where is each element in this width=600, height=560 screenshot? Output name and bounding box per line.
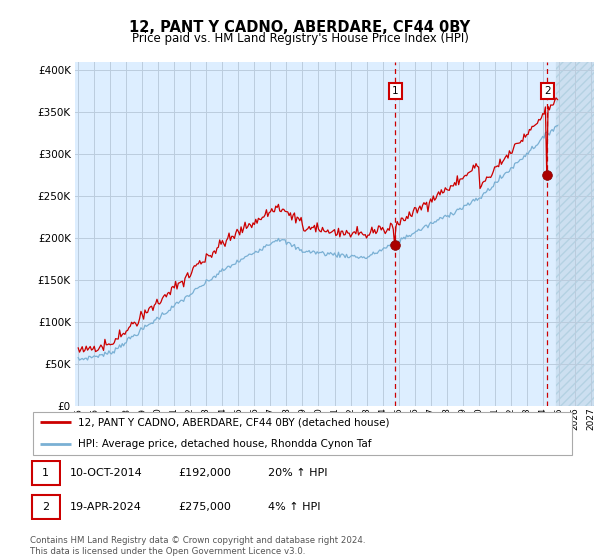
- Text: Contains HM Land Registry data © Crown copyright and database right 2024.
This d: Contains HM Land Registry data © Crown c…: [30, 536, 365, 556]
- Text: £275,000: £275,000: [178, 502, 231, 512]
- Text: 12, PANT Y CADNO, ABERDARE, CF44 0BY (detached house): 12, PANT Y CADNO, ABERDARE, CF44 0BY (de…: [78, 417, 389, 427]
- Text: £192,000: £192,000: [178, 468, 231, 478]
- Bar: [556, 62, 594, 406]
- Text: Price paid vs. HM Land Registry's House Price Index (HPI): Price paid vs. HM Land Registry's House …: [131, 32, 469, 45]
- Text: 2: 2: [42, 502, 49, 512]
- Text: 1: 1: [392, 86, 398, 96]
- Text: 2: 2: [544, 86, 551, 96]
- Text: 19-APR-2024: 19-APR-2024: [70, 502, 142, 512]
- Bar: [556, 62, 594, 406]
- FancyBboxPatch shape: [32, 494, 59, 519]
- Text: 1: 1: [42, 468, 49, 478]
- FancyBboxPatch shape: [33, 412, 572, 455]
- FancyBboxPatch shape: [32, 461, 59, 486]
- Text: HPI: Average price, detached house, Rhondda Cynon Taf: HPI: Average price, detached house, Rhon…: [78, 440, 371, 450]
- Text: 12, PANT Y CADNO, ABERDARE, CF44 0BY: 12, PANT Y CADNO, ABERDARE, CF44 0BY: [130, 20, 470, 35]
- Text: 20% ↑ HPI: 20% ↑ HPI: [268, 468, 328, 478]
- Text: 4% ↑ HPI: 4% ↑ HPI: [268, 502, 320, 512]
- Text: 10-OCT-2014: 10-OCT-2014: [70, 468, 143, 478]
